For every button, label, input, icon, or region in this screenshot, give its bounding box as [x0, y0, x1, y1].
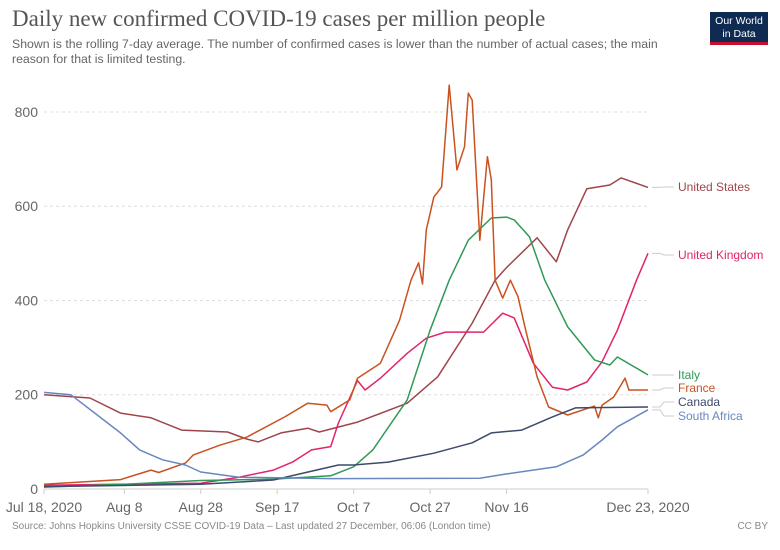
label-connector [652, 409, 674, 417]
series-line-south-africa [43, 391, 649, 480]
chart-title: Daily new confirmed COVID-19 cases per m… [12, 6, 546, 31]
label-connector [652, 387, 674, 391]
series-label[interactable]: Canada [678, 395, 720, 409]
label-connector [652, 252, 674, 256]
series-line-united-states [43, 177, 649, 443]
x-tick-label: Aug 8 [106, 499, 143, 515]
series-label[interactable]: France [678, 381, 716, 395]
logo-text: Our World in Data [715, 15, 763, 40]
series-label[interactable]: South Africa [678, 409, 743, 423]
label-connector [652, 401, 674, 408]
y-tick-label: 800 [15, 104, 39, 120]
x-tick-label: Oct 7 [337, 499, 371, 515]
license-link[interactable]: CC BY [737, 521, 768, 532]
chart-subtitle: Shown is the rolling 7-day average. The … [12, 37, 658, 66]
y-tick-label: 0 [30, 481, 38, 497]
x-tick-label: Aug 28 [179, 499, 224, 515]
series-line-united-kingdom [43, 253, 649, 486]
series-label[interactable]: Italy [678, 368, 700, 382]
series-label[interactable]: United States [678, 180, 750, 194]
x-tick-label: Jul 18, 2020 [6, 499, 82, 515]
y-tick-label: 600 [15, 198, 39, 214]
y-tick-label: 200 [15, 387, 39, 403]
x-tick-label: Oct 27 [409, 499, 450, 515]
owid-logo[interactable]: Our World in Data [710, 12, 768, 45]
x-tick-label: Dec 23, 2020 [606, 499, 689, 515]
series-line-canada [43, 406, 649, 488]
x-tick-label: Sep 17 [255, 499, 300, 515]
series-line-france [43, 84, 648, 486]
y-tick-label: 400 [15, 292, 39, 308]
series-label[interactable]: United Kingdom [678, 248, 763, 262]
x-tick-label: Nov 16 [484, 499, 529, 515]
source-note: Source: Johns Hopkins University CSSE CO… [12, 521, 491, 532]
